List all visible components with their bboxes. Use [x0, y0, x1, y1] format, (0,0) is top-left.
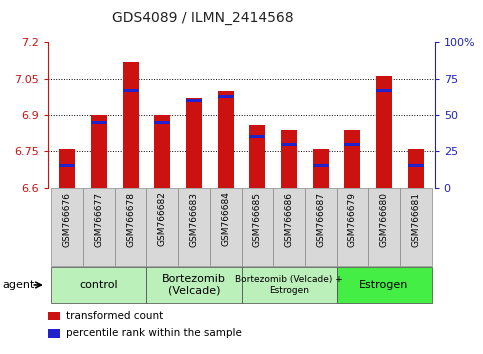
FancyBboxPatch shape [146, 267, 242, 303]
Text: GSM766681: GSM766681 [411, 192, 420, 246]
FancyBboxPatch shape [337, 188, 368, 266]
Text: agent: agent [2, 280, 35, 290]
Text: GSM766679: GSM766679 [348, 192, 357, 246]
Bar [155, 115, 170, 188]
Bar [91, 115, 107, 188]
Text: Bortezomib (Velcade) +
Estrogen: Bortezomib (Velcade) + Estrogen [235, 275, 343, 295]
Bar [376, 76, 392, 188]
Bar [249, 135, 265, 138]
Text: GSM766684: GSM766684 [221, 192, 230, 246]
FancyBboxPatch shape [52, 267, 146, 303]
FancyBboxPatch shape [305, 188, 337, 266]
Bar [59, 149, 75, 188]
Bar [186, 99, 202, 102]
Text: GSM766687: GSM766687 [316, 192, 325, 246]
Bar [376, 89, 392, 92]
FancyBboxPatch shape [400, 188, 431, 266]
Bar [313, 164, 328, 167]
Bar [48, 312, 60, 320]
Bar [281, 130, 297, 188]
Bar [123, 89, 139, 92]
FancyBboxPatch shape [368, 188, 400, 266]
Bar [344, 130, 360, 188]
Bar [408, 149, 424, 188]
FancyBboxPatch shape [83, 188, 115, 266]
FancyBboxPatch shape [337, 267, 431, 303]
Text: transformed count: transformed count [66, 311, 163, 321]
Bar [218, 91, 234, 188]
Text: GSM766685: GSM766685 [253, 192, 262, 246]
Bar [91, 121, 107, 124]
Text: GSM766686: GSM766686 [284, 192, 294, 246]
FancyBboxPatch shape [52, 188, 83, 266]
Bar [186, 98, 202, 188]
Text: GSM766680: GSM766680 [380, 192, 388, 246]
FancyBboxPatch shape [242, 267, 337, 303]
FancyBboxPatch shape [273, 188, 305, 266]
Text: GDS4089 / ILMN_2414568: GDS4089 / ILMN_2414568 [112, 11, 294, 25]
Text: GSM766682: GSM766682 [158, 192, 167, 246]
Bar [155, 121, 170, 124]
Bar [249, 125, 265, 188]
Bar [313, 149, 328, 188]
Bar [408, 164, 424, 167]
Bar [48, 329, 60, 338]
FancyBboxPatch shape [242, 188, 273, 266]
Text: GSM766676: GSM766676 [63, 192, 72, 246]
Bar [123, 62, 139, 188]
FancyBboxPatch shape [146, 188, 178, 266]
Text: GSM766677: GSM766677 [95, 192, 103, 246]
Bar [281, 143, 297, 145]
Text: Bortezomib
(Velcade): Bortezomib (Velcade) [162, 274, 226, 296]
FancyBboxPatch shape [115, 188, 146, 266]
Bar [59, 164, 75, 167]
Text: control: control [80, 280, 118, 290]
FancyBboxPatch shape [210, 188, 242, 266]
FancyBboxPatch shape [178, 188, 210, 266]
Text: Estrogen: Estrogen [359, 280, 409, 290]
Bar [218, 95, 234, 98]
Text: percentile rank within the sample: percentile rank within the sample [66, 329, 242, 338]
Bar [344, 143, 360, 145]
Text: GSM766678: GSM766678 [126, 192, 135, 246]
Text: GSM766683: GSM766683 [189, 192, 199, 246]
